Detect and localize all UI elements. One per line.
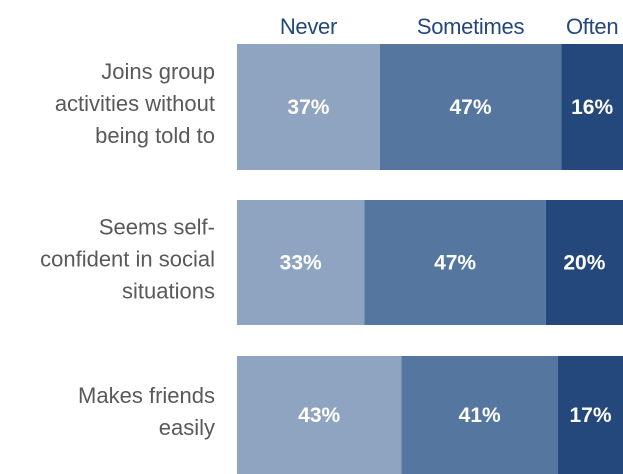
- category-label-line: Joins group: [101, 59, 215, 84]
- category-label-row-3: Makes friends easily: [78, 383, 215, 440]
- bar-segment-never-row-3: [237, 356, 402, 474]
- legend-item-sometimes: Sometimes: [417, 14, 525, 39]
- category-label-line: being told to: [95, 123, 215, 148]
- data-label-never-row-1: 37%: [287, 96, 329, 119]
- data-label-never-row-2: 33%: [280, 252, 322, 275]
- category-label-line: situations: [122, 279, 215, 304]
- bars-group: 37% 47% 16% 33% 47% 20% 43% 41% 17%: [237, 44, 623, 474]
- category-label-row-2: Seems self-confident in social situations: [40, 215, 215, 304]
- bar-segment-often-row-2: [545, 200, 623, 325]
- bar-segment-sometimes-row-2: [364, 200, 546, 325]
- data-label-sometimes-row-2: 47%: [434, 252, 476, 275]
- data-label-sometimes-row-3: 41%: [459, 404, 501, 427]
- legend-item-often: Often: [566, 14, 618, 39]
- legend-item-never: Never: [280, 14, 337, 39]
- category-label-row-1: Joins group activities without being told …: [55, 59, 215, 148]
- bar-segment-often-row-1: [561, 44, 623, 170]
- category-label-line: activities without: [55, 91, 215, 116]
- data-label-never-row-3: 43%: [298, 404, 340, 427]
- data-label-often-row-1: 16%: [571, 96, 613, 119]
- bar-segment-never-row-1: [237, 44, 380, 170]
- data-label-often-row-2: 20%: [563, 252, 605, 275]
- bar-segment-never-row-2: [237, 200, 365, 325]
- category-label-line: confident in social: [40, 247, 215, 272]
- bar-segment-sometimes-row-1: [379, 44, 562, 170]
- category-label-line: Seems self-: [99, 215, 215, 240]
- bar-segment-sometimes-row-3: [401, 356, 559, 474]
- category-label-line: easily: [159, 415, 215, 440]
- legend: Never Sometimes Often: [280, 14, 619, 39]
- data-label-sometimes-row-1: 47%: [450, 96, 492, 119]
- bar-segment-often-row-3: [558, 356, 623, 474]
- data-label-often-row-3: 17%: [569, 404, 611, 427]
- category-label-line: Makes friends: [78, 383, 215, 408]
- category-labels-group: Joins group activities without being told …: [40, 59, 215, 440]
